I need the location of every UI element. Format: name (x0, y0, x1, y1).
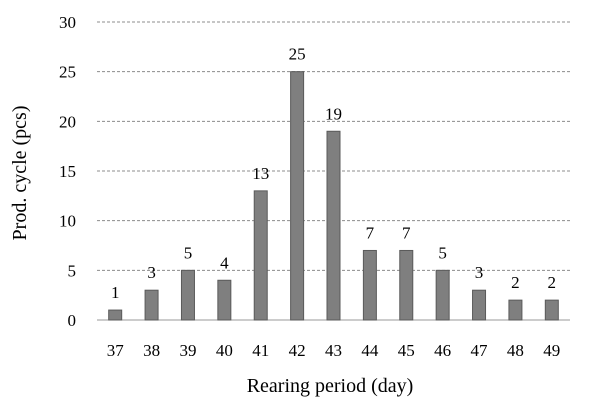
bar-45 (399, 249, 414, 321)
x-axis-title: Rearing period (day) (247, 375, 414, 397)
y-tick-label: 5 (68, 261, 77, 280)
data-label-38: 3 (147, 263, 156, 282)
x-tick-labels: 37 38 39 40 41 42 43 44 45 46 47 48 49 (107, 341, 561, 360)
bars (108, 71, 559, 321)
data-label-46: 5 (438, 243, 447, 262)
y-tick-label: 10 (59, 212, 76, 231)
data-label-43: 19 (325, 104, 342, 123)
y-tick-label: 25 (59, 63, 76, 82)
x-tick-label: 47 (471, 341, 489, 360)
bar-37 (108, 309, 123, 321)
bar-43 (326, 130, 341, 321)
bar-38 (144, 289, 159, 321)
x-tick-label: 40 (216, 341, 233, 360)
y-tick-label: 15 (59, 162, 76, 181)
x-tick-label: 43 (325, 341, 342, 360)
y-tick-label: 30 (59, 13, 76, 32)
bar-47 (472, 289, 487, 321)
data-label-48: 2 (511, 273, 520, 292)
data-label-49: 2 (548, 273, 557, 292)
bar-40 (217, 279, 232, 321)
data-label-45: 7 (402, 223, 411, 242)
bar-46 (435, 269, 450, 321)
y-tick-label: 0 (68, 311, 77, 330)
x-tick-label: 42 (289, 341, 306, 360)
data-label-37: 1 (111, 283, 120, 302)
y-axis-title: Prod. cycle (pcs) (9, 106, 31, 241)
y-tick-labels: 0 5 10 15 20 25 30 (59, 13, 76, 330)
x-tick-label: 45 (398, 341, 415, 360)
x-tick-label: 49 (543, 341, 560, 360)
data-label-41: 13 (252, 164, 269, 183)
bar-42 (290, 71, 305, 321)
x-tick-label: 37 (107, 341, 125, 360)
data-label-40: 4 (220, 253, 229, 272)
x-tick-label: 46 (434, 341, 451, 360)
x-tick-label: 39 (179, 341, 196, 360)
data-label-42: 25 (289, 45, 306, 64)
bar-48 (508, 299, 523, 321)
x-tick-label: 48 (507, 341, 524, 360)
data-label-39: 5 (184, 243, 193, 262)
x-tick-label: 38 (143, 341, 160, 360)
data-label-47: 3 (475, 263, 484, 282)
x-tick-label: 44 (361, 341, 379, 360)
data-label-44: 7 (366, 223, 375, 242)
bar-39 (180, 269, 195, 321)
bar-41 (253, 190, 268, 321)
bar-44 (362, 249, 377, 321)
x-tick-label: 41 (252, 341, 269, 360)
bar-49 (544, 299, 559, 321)
y-tick-label: 20 (59, 112, 76, 131)
